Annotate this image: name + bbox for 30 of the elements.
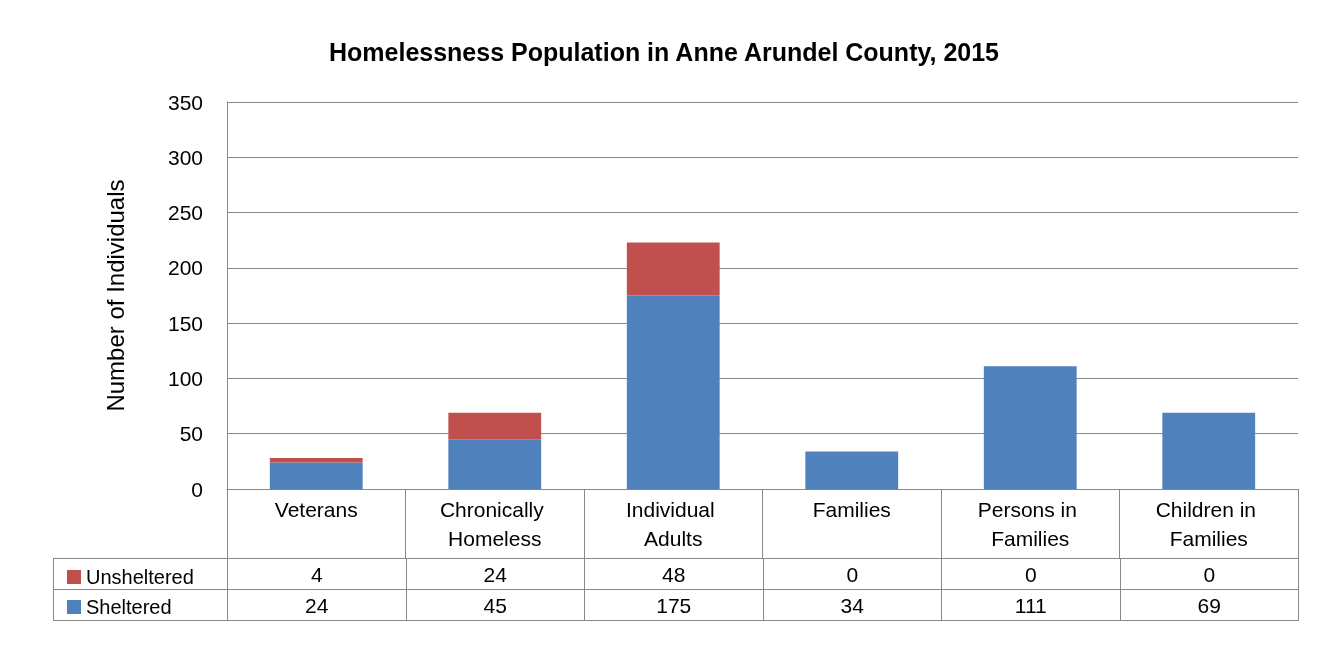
data-label: 69: [1120, 589, 1299, 621]
data-label: 24: [406, 558, 585, 590]
y-tick-label: 0: [191, 477, 203, 501]
legend-label: Unsheltered: [86, 566, 194, 588]
legend-label: Sheltered: [86, 596, 172, 618]
x-tick-label: Chronically Homeless: [439, 498, 550, 550]
data-label: 45: [406, 589, 585, 621]
data-label: 34: [763, 589, 942, 621]
chart-title: Homelessness Population in Anne Arundel County, 2015: [328, 37, 1000, 66]
x-tick-label: Veterans: [274, 498, 358, 521]
x-tick-label: Persons in Families: [977, 498, 1083, 550]
y-tick-label: 50: [179, 422, 203, 446]
x-tick-label: Individual Adults: [625, 498, 721, 550]
x-tick-label: Families: [812, 498, 891, 521]
data-label: 0: [1120, 558, 1299, 590]
data-label: 48: [584, 558, 763, 590]
y-tick-label: 200: [167, 256, 203, 280]
data-label: 0: [941, 558, 1120, 590]
data-label: 0: [763, 558, 942, 590]
y-tick-label: 100: [167, 366, 203, 390]
data-label: 24: [227, 589, 406, 621]
y-tick-label: 350: [167, 90, 203, 114]
data-label: 4: [227, 558, 406, 590]
y-axis-title: Number of Individuals: [101, 179, 129, 412]
y-tick-label: 250: [167, 201, 203, 225]
data-label: 175: [584, 589, 763, 621]
y-tick-label: 300: [167, 145, 203, 169]
x-tick-label: Children in Families: [1155, 498, 1262, 550]
y-tick-label: 150: [167, 311, 203, 335]
data-label: 111: [941, 589, 1120, 621]
